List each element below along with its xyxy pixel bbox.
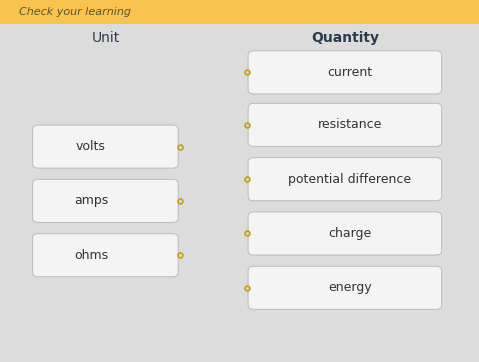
FancyBboxPatch shape (33, 180, 178, 222)
Text: volts: volts (76, 140, 106, 153)
FancyBboxPatch shape (248, 212, 442, 255)
Text: Check your learning: Check your learning (19, 7, 131, 17)
Text: current: current (327, 66, 372, 79)
FancyBboxPatch shape (248, 104, 442, 147)
Text: ohms: ohms (74, 249, 108, 262)
FancyBboxPatch shape (248, 158, 442, 201)
FancyBboxPatch shape (248, 266, 442, 309)
FancyBboxPatch shape (33, 125, 178, 168)
Text: amps: amps (74, 194, 108, 207)
Text: charge: charge (328, 227, 371, 240)
FancyBboxPatch shape (0, 0, 479, 24)
FancyBboxPatch shape (33, 234, 178, 277)
Text: Quantity: Quantity (311, 31, 379, 45)
Text: potential difference: potential difference (288, 173, 411, 186)
FancyBboxPatch shape (248, 51, 442, 94)
Text: resistance: resistance (318, 118, 382, 131)
Text: Unit: Unit (91, 31, 119, 45)
Text: energy: energy (328, 281, 372, 294)
